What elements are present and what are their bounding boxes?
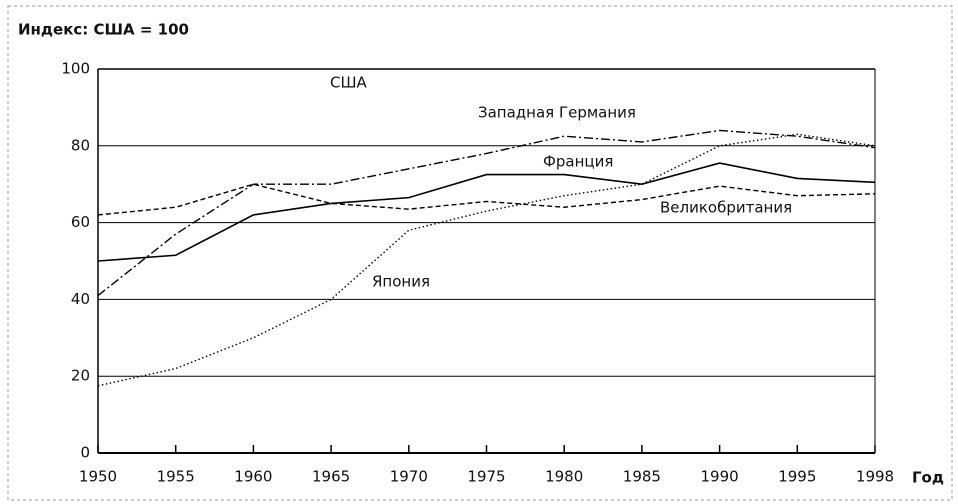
series-line: [97, 183, 876, 216]
x-tick-label: 1995: [778, 468, 816, 486]
series-line: [97, 162, 876, 262]
frame: [7, 5, 953, 501]
x-tick-label: 1955: [157, 468, 195, 486]
y-tick-label: 40: [71, 290, 90, 308]
y-tick-label: 80: [71, 136, 90, 154]
series-label: Западная Германия: [478, 104, 636, 122]
x-axis-label: Год: [912, 469, 944, 487]
series-label: Великобритания: [660, 199, 792, 217]
y-tick-label: 0: [80, 444, 90, 462]
x-tick-label: 1965: [312, 468, 350, 486]
x-tick-label: 1990: [701, 468, 739, 486]
x-tick-label: 1970: [390, 468, 428, 486]
x-tick-label: 1980: [545, 468, 583, 486]
y-tick-label: 100: [61, 60, 90, 78]
chart-title: Индекс: США = 100: [18, 21, 189, 39]
y-tick-label: 60: [71, 213, 90, 231]
y-tick-label: 20: [71, 367, 90, 385]
series-label: Франция: [543, 153, 613, 171]
series-label: Япония: [372, 273, 430, 291]
x-tick-label: 1960: [234, 468, 272, 486]
series-label: США: [330, 74, 368, 92]
series-line: [97, 129, 876, 297]
x-tick-label: 1975: [467, 468, 505, 486]
x-tick-label: 1985: [623, 468, 661, 486]
x-tick-label: 1950: [79, 468, 117, 486]
x-tick-label: 1998: [856, 468, 894, 486]
series-line: [97, 133, 876, 387]
